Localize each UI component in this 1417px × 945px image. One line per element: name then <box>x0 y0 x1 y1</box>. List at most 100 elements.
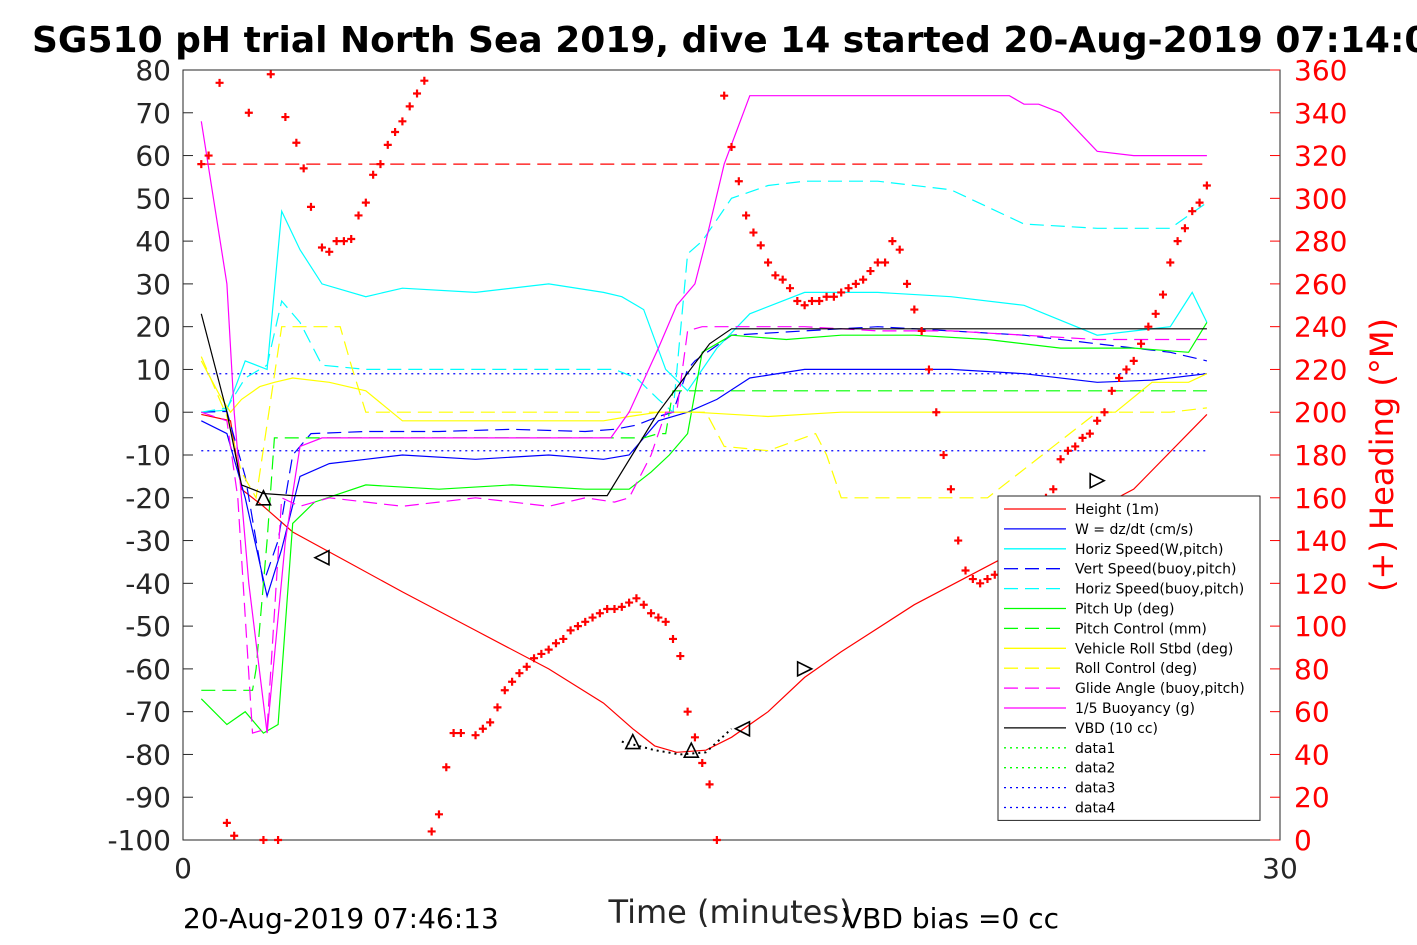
right-tick-label: 60 <box>1294 696 1330 729</box>
left-tick-label: 80 <box>135 54 171 87</box>
heading-point <box>807 297 816 305</box>
chart-title: SG510 pH trial North Sea 2019, dive 14 s… <box>32 20 1417 61</box>
x-axis-label: Time (minutes) <box>608 893 852 931</box>
heading-point <box>829 292 838 301</box>
heading-point <box>1180 224 1189 233</box>
right-tick-label: 200 <box>1294 396 1347 429</box>
heading-point <box>742 211 751 220</box>
heading-point <box>837 288 846 297</box>
triangle-marker <box>1089 472 1106 489</box>
right-tick-label: 260 <box>1294 268 1347 301</box>
series-line <box>200 326 1207 500</box>
heading-point <box>888 237 897 246</box>
legend-label: Roll Control (deg) <box>1075 661 1197 677</box>
series-line <box>200 322 1208 734</box>
heading-point <box>976 579 985 588</box>
series-line <box>201 208 1208 413</box>
heading-point <box>844 284 853 293</box>
heading-point <box>610 605 619 613</box>
heading-point <box>537 649 546 658</box>
heading-point <box>339 237 348 246</box>
heading-point <box>347 234 356 243</box>
heading-point <box>449 729 458 738</box>
legend-box <box>997 495 1261 821</box>
heading-point <box>478 724 487 733</box>
heading-point <box>954 536 963 545</box>
heading-point <box>595 609 604 618</box>
heading-point <box>1056 455 1065 464</box>
series-line <box>200 360 1208 422</box>
heading-point <box>292 138 301 147</box>
series-lines <box>200 95 1208 756</box>
right-tick-label: 120 <box>1294 567 1347 600</box>
heading-point <box>559 634 568 643</box>
legend-label: Horiz Speed(W,pitch) <box>1075 542 1223 558</box>
heading-point <box>1107 386 1116 395</box>
heading-point <box>376 160 385 169</box>
heading-point <box>391 128 400 137</box>
heading-point <box>281 113 290 122</box>
left-tick-label: -50 <box>125 610 171 643</box>
heading-point <box>647 609 656 618</box>
heading-point <box>690 733 699 742</box>
heading-point <box>815 297 824 305</box>
heading-point <box>968 575 977 584</box>
right-tick-label: 340 <box>1294 97 1347 130</box>
heading-point <box>1100 408 1109 417</box>
legend-label: W = dz/dt (cm/s) <box>1075 522 1194 538</box>
triangle-marker <box>255 488 272 506</box>
left-tick-label: 30 <box>135 268 171 301</box>
heading-point <box>1122 365 1131 374</box>
heading-point <box>932 408 941 417</box>
triangle-marker <box>624 732 642 750</box>
heading-point <box>1063 446 1072 455</box>
legend-label: 1/5 Buoyancy (g) <box>1075 701 1195 717</box>
triangle-marker <box>313 549 330 566</box>
heading-point <box>471 731 480 740</box>
triangle-marker <box>796 660 814 678</box>
heading-point <box>946 485 955 494</box>
heading-point <box>727 143 736 151</box>
heading-point <box>588 613 597 622</box>
heading-point <box>427 827 436 836</box>
heading-point <box>771 271 780 280</box>
series-line <box>201 368 1207 599</box>
heading-point <box>917 326 926 335</box>
left-tick-label: -10 <box>125 439 171 472</box>
heading-point <box>910 305 919 314</box>
heading-point <box>1115 374 1124 382</box>
heading-point <box>990 570 999 579</box>
heading-point <box>259 836 268 844</box>
legend-label: Pitch Control (mm) <box>1075 621 1207 637</box>
heading-point <box>939 451 948 459</box>
heading-point <box>222 818 231 827</box>
heading-point <box>230 831 239 840</box>
legend-label: data1 <box>1075 741 1115 757</box>
legend-label: data4 <box>1075 801 1116 817</box>
heading-point <box>712 836 721 844</box>
legend-label: Height (1m) <box>1075 502 1159 518</box>
legend-label: Horiz Speed(buoy,pitch) <box>1075 582 1244 598</box>
legend-label: Vehicle Roll Stbd (deg) <box>1075 641 1233 657</box>
heading-point <box>676 652 685 661</box>
heading-point <box>573 622 582 631</box>
right-tick-label: 140 <box>1294 525 1347 558</box>
heading-point <box>873 258 882 267</box>
heading-point <box>764 258 773 267</box>
heading-point <box>668 634 677 643</box>
heading-point <box>1158 290 1167 299</box>
heading-point <box>720 91 729 100</box>
heading-point <box>1137 339 1146 348</box>
left-tick-label: -20 <box>125 482 171 515</box>
heading-point <box>1188 207 1197 216</box>
triangle-markers <box>255 472 1106 758</box>
heading-point <box>1129 356 1138 365</box>
heading-point <box>961 566 970 575</box>
right-axis-label: (+) Heading (°M) <box>1363 318 1401 592</box>
heading-point <box>625 598 634 607</box>
heading-point <box>204 151 213 160</box>
heading-point <box>274 836 283 844</box>
left-tick-label: -40 <box>125 567 171 600</box>
heading-point <box>734 177 743 186</box>
heading-point <box>299 164 308 173</box>
